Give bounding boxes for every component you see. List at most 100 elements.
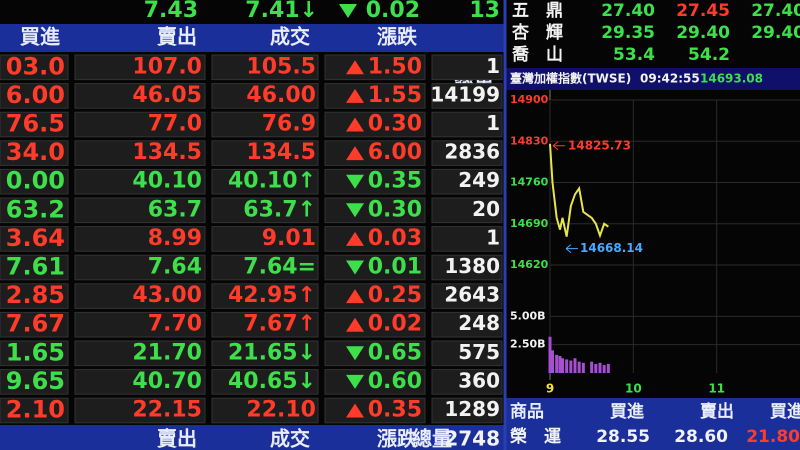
volume: 1380	[444, 254, 500, 278]
volume-bar	[569, 360, 573, 373]
ask: 8.99	[148, 226, 202, 251]
volume-bar	[573, 358, 577, 373]
column-header: 成交	[270, 25, 310, 49]
chart-time: 09:42:55	[640, 72, 700, 86]
volume: 20	[472, 197, 500, 221]
column-header: 賣出	[157, 25, 197, 49]
bid: 0.00	[6, 167, 65, 195]
column-header: 買進	[610, 402, 644, 422]
cell	[324, 197, 426, 224]
volume: 14199	[430, 82, 500, 106]
change: 0.01	[368, 255, 422, 280]
quote: 27.40	[751, 1, 800, 21]
volume-bar	[555, 354, 559, 373]
arrow	[552, 141, 565, 151]
ask: 43.00	[132, 283, 202, 308]
cell	[324, 83, 426, 109]
volume: 575	[458, 340, 500, 364]
quote: 54.2	[688, 45, 730, 65]
trade: 7.67↑	[243, 312, 316, 337]
cell	[0, 397, 69, 424]
change: 1.50	[368, 54, 422, 79]
cell	[211, 283, 319, 309]
bid: 2.10	[6, 396, 65, 424]
index-line	[549, 143, 609, 239]
ask: 40.10	[132, 169, 202, 194]
cell	[74, 54, 206, 81]
cell	[211, 311, 319, 338]
volume-bar	[548, 336, 552, 373]
cell	[0, 197, 69, 224]
cell	[324, 311, 426, 338]
cell	[211, 397, 319, 424]
down-arrow	[346, 174, 364, 189]
volume: 248	[458, 311, 500, 335]
change: 0.35	[368, 398, 422, 423]
bid: 1.65	[6, 338, 65, 366]
cell	[431, 111, 503, 138]
change: 0.02	[366, 0, 420, 23]
trade: 9.01	[262, 226, 316, 251]
cell	[431, 311, 503, 338]
change: 0.25	[368, 283, 422, 308]
ask: 40.70	[132, 369, 202, 394]
cell	[211, 340, 319, 367]
bid: 7.67	[6, 310, 65, 338]
high-label: 14825.73	[568, 138, 631, 152]
volume-bar	[558, 356, 562, 373]
cell	[211, 54, 319, 81]
down-arrow	[346, 346, 364, 361]
up-arrow	[346, 60, 364, 75]
cell	[74, 254, 206, 281]
quote-band	[505, 398, 800, 450]
cell	[324, 340, 426, 367]
cell	[324, 111, 426, 138]
volume-bar	[602, 365, 606, 373]
cell	[0, 311, 69, 338]
volume-bar	[581, 362, 585, 373]
trade: 46.00	[246, 83, 316, 108]
up-arrow	[346, 289, 364, 304]
cell	[0, 140, 69, 166]
trade: 22.10	[246, 398, 316, 423]
cell	[211, 111, 319, 138]
cell	[0, 254, 69, 281]
cell	[324, 369, 426, 395]
volume: 1	[486, 54, 500, 78]
volume-bar	[561, 358, 564, 373]
ask: 7.64	[148, 255, 202, 280]
ask: 77.0	[148, 112, 202, 137]
volume-bar	[565, 359, 569, 373]
up-arrow	[346, 146, 364, 161]
cell	[74, 311, 206, 338]
column-header: 漲跌	[377, 25, 418, 49]
y-tick-label: 14830	[510, 134, 549, 147]
cell	[0, 168, 69, 195]
trade: 7.41↓	[245, 0, 318, 23]
cell	[211, 226, 319, 252]
cell	[324, 140, 426, 166]
volume-bar	[606, 363, 610, 373]
volume-bar	[577, 361, 581, 373]
bid: 3.64	[6, 224, 65, 252]
ask: 63.7	[148, 197, 202, 222]
volume-bar	[590, 361, 594, 373]
ask: 7.70	[148, 312, 202, 337]
quote: 27.40	[601, 1, 655, 21]
cell	[431, 340, 503, 367]
volume-bar	[551, 350, 554, 373]
ask: 7.43	[144, 0, 198, 23]
cell	[431, 197, 503, 224]
footer-band	[0, 425, 505, 450]
cell	[74, 397, 206, 424]
trade: 21.65↓	[228, 340, 316, 365]
volume-bar	[594, 363, 598, 373]
ask: 46.05	[132, 83, 202, 108]
cell	[74, 83, 206, 109]
trade: 40.10↑	[228, 169, 316, 194]
change: 0.65	[368, 340, 422, 365]
trade: 7.64=	[243, 255, 316, 280]
stock-name: 五 鼎	[512, 1, 563, 21]
volume-bar	[598, 362, 602, 373]
stock-name: 榮 運	[510, 426, 561, 447]
